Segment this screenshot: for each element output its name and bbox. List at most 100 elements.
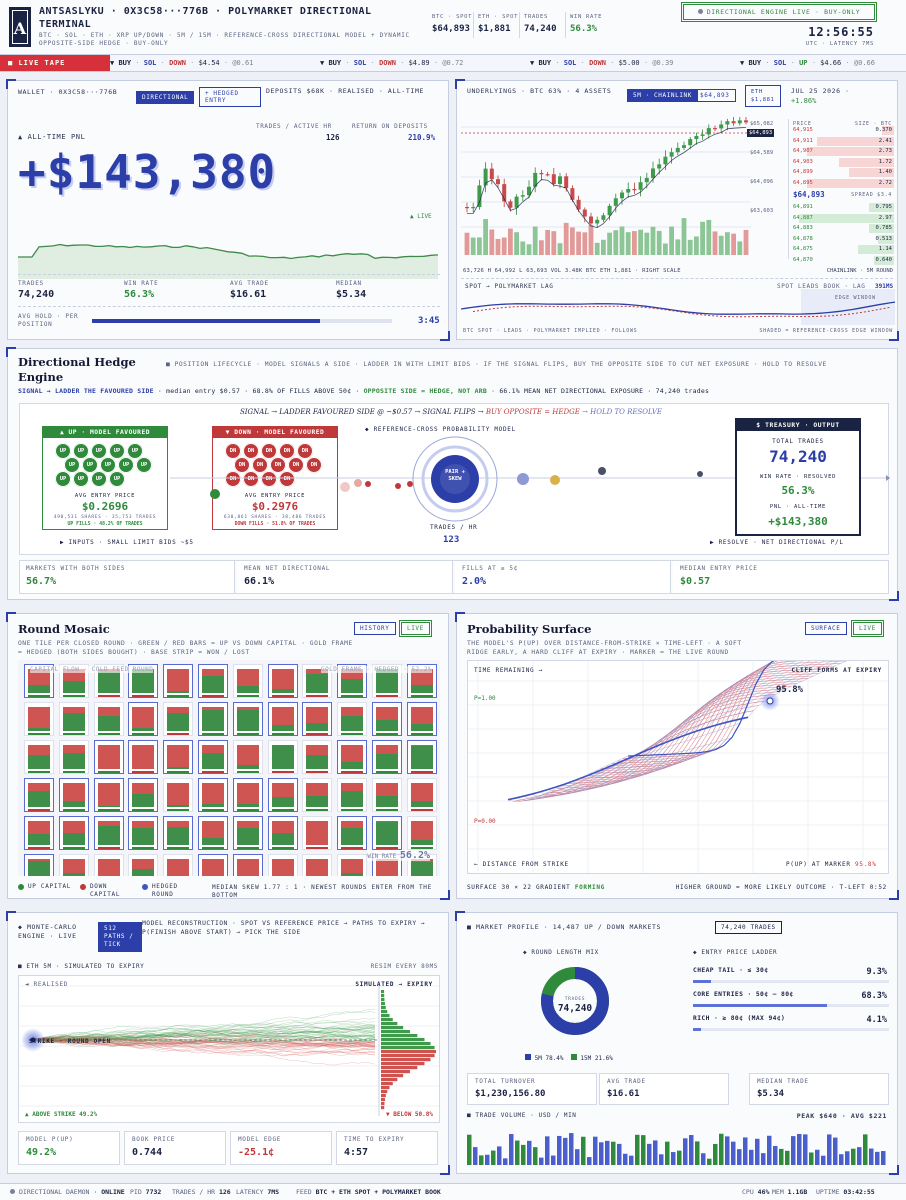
round-tile[interactable] (93, 702, 124, 736)
round-tile[interactable] (337, 664, 368, 698)
round-tile[interactable] (58, 740, 89, 774)
round-tile[interactable] (302, 816, 333, 850)
round-tile[interactable] (93, 778, 124, 812)
round-tile[interactable] (232, 702, 263, 736)
round-tile[interactable] (267, 854, 298, 876)
tape-item[interactable]: ▼ BUY · SOL · DOWN · $5.00 · @0.39 (530, 59, 673, 67)
round-tile[interactable] (337, 740, 368, 774)
mosaic-title: Round Mosaic (18, 622, 110, 636)
tape-item[interactable]: ▼ BUY · SOL · UP · $4.66 · @0.66 (740, 59, 875, 67)
round-tile[interactable] (406, 778, 437, 812)
round-tile[interactable] (58, 702, 89, 736)
bid-price[interactable]: 64,875 (793, 246, 813, 252)
surface-live-button[interactable]: LIVE (851, 620, 884, 637)
round-tile[interactable] (58, 778, 89, 812)
bid-price[interactable]: 64,891 (793, 204, 813, 210)
engine-stat-label: MEAN NET DIRECTIONAL (244, 565, 331, 572)
round-tile[interactable] (302, 664, 333, 698)
bid-price[interactable]: 64,878 (793, 235, 813, 242)
tape-sep: · (551, 59, 564, 67)
tile-down-bar (341, 707, 364, 716)
round-tile[interactable] (267, 816, 298, 850)
round-tile[interactable] (267, 740, 298, 774)
round-tile[interactable] (302, 740, 333, 774)
round-tile[interactable] (267, 664, 298, 698)
round-tile[interactable] (406, 740, 437, 774)
round-tile[interactable] (128, 740, 159, 774)
round-tile[interactable] (406, 816, 437, 850)
round-tile[interactable] (128, 702, 159, 736)
surface-button[interactable]: SURFACE (805, 622, 847, 635)
engine-core (431, 455, 479, 503)
round-tile[interactable] (93, 740, 124, 774)
round-tile[interactable] (24, 816, 54, 850)
round-tile[interactable] (198, 854, 228, 876)
ask-price[interactable]: 64,915 (793, 127, 813, 133)
round-tile[interactable] (128, 778, 159, 812)
kpi-value: $64,893 (432, 24, 470, 34)
ask-price[interactable]: 64,911 (793, 137, 813, 144)
round-tile[interactable] (58, 854, 89, 876)
bid-price[interactable]: 64,870 (793, 256, 813, 263)
bid-price[interactable]: 64,883 (793, 225, 813, 231)
market-stat-value: $1,230,156.80 (475, 1089, 546, 1099)
round-tile[interactable] (267, 702, 298, 736)
ask-price[interactable]: 64,907 (793, 148, 813, 154)
ask-price[interactable]: 64,903 (793, 158, 813, 165)
round-tile[interactable] (198, 778, 228, 812)
round-tile[interactable] (24, 702, 54, 736)
round-tile[interactable] (302, 778, 333, 812)
round-tile[interactable] (93, 854, 124, 876)
round-tile[interactable] (198, 740, 228, 774)
round-tile[interactable] (337, 778, 368, 812)
round-tile[interactable] (267, 778, 298, 812)
tape-sep: · (639, 59, 653, 67)
round-tile[interactable] (232, 778, 263, 812)
round-tile[interactable] (372, 740, 402, 774)
round-tile[interactable] (232, 740, 263, 774)
round-tile[interactable] (58, 816, 89, 850)
round-tile[interactable] (337, 854, 368, 876)
round-tile[interactable] (232, 854, 263, 876)
round-tile[interactable] (163, 816, 194, 850)
fill-coin: DN (225, 471, 241, 487)
round-tile[interactable] (24, 854, 54, 876)
bid-price[interactable]: 64,887 (793, 214, 813, 221)
fill-coin: DN (234, 457, 250, 473)
round-tile[interactable] (302, 702, 333, 736)
round-tile[interactable] (198, 816, 228, 850)
tile-up-bar (376, 720, 398, 731)
round-tile[interactable] (93, 816, 124, 850)
history-button[interactable]: HISTORY (354, 622, 396, 635)
round-tile[interactable] (163, 778, 194, 812)
round-tile[interactable] (198, 702, 228, 736)
round-tile[interactable] (163, 854, 194, 876)
monte-desc: MODEL RECONSTRUCTION · SPOT VS REFERENCE… (142, 920, 426, 936)
round-tile[interactable] (24, 740, 54, 774)
round-tile[interactable] (372, 778, 402, 812)
round-tile[interactable] (232, 816, 263, 850)
tile-up-bar (62, 681, 85, 693)
round-tile[interactable] (337, 702, 368, 736)
ask-price[interactable]: 64,899 (793, 169, 813, 175)
tape-item[interactable]: ▼ BUY · SOL · DOWN · $4.54 · @0.61 (110, 59, 253, 67)
round-tile[interactable] (372, 816, 402, 850)
round-tile[interactable] (372, 702, 402, 736)
round-tile[interactable] (232, 664, 263, 698)
round-tile[interactable] (302, 854, 333, 876)
mosaic-live-button[interactable]: LIVE (399, 620, 432, 637)
tile-down-bar (202, 707, 224, 710)
round-tile[interactable] (163, 702, 194, 736)
round-tile[interactable] (163, 740, 194, 774)
round-tile[interactable] (163, 664, 194, 698)
round-tile[interactable] (128, 854, 159, 876)
round-tile[interactable] (24, 778, 54, 812)
round-tile[interactable] (128, 816, 159, 850)
distance-label: ← DISTANCE FROM STRIKE (474, 861, 569, 868)
round-tile[interactable] (406, 702, 437, 736)
round-tile[interactable] (337, 816, 368, 850)
ask-price[interactable]: 64,895 (793, 179, 813, 186)
engine-status-badge: DIRECTIONAL ENGINE LIVE · BUY-ONLY (681, 2, 877, 22)
tape-item[interactable]: ▼ BUY · SOL · DOWN · $4.89 · @0.72 (320, 59, 463, 67)
round-tile[interactable] (198, 664, 228, 698)
